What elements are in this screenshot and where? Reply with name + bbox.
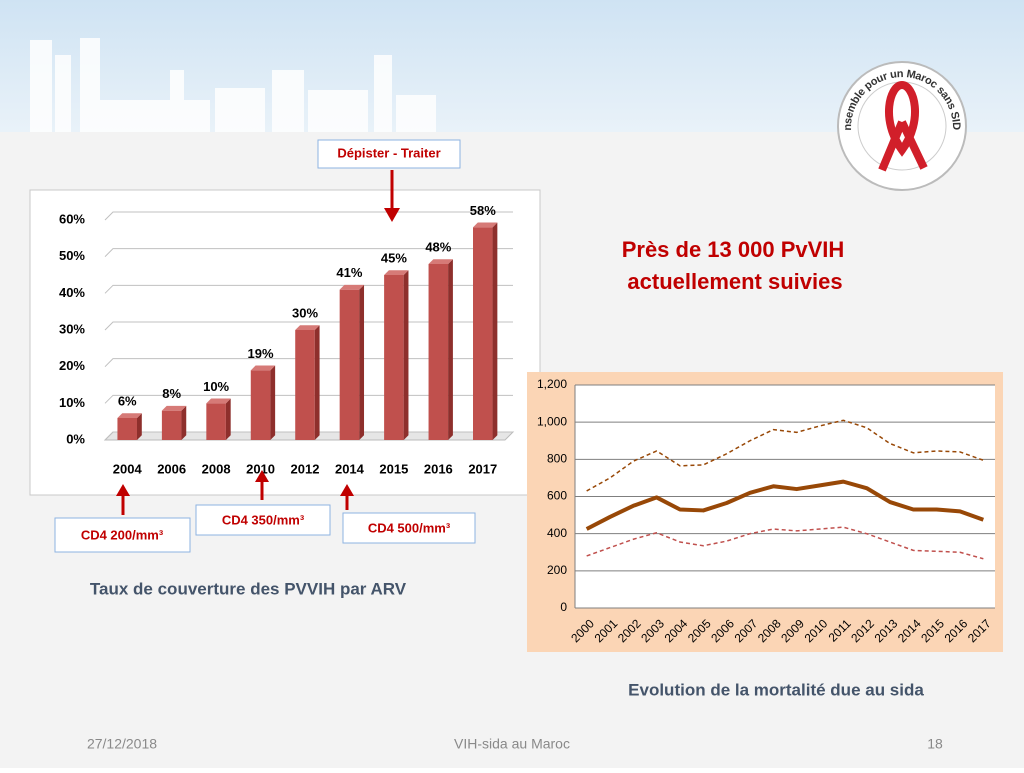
bar-side: [314, 325, 320, 440]
bar: [339, 289, 360, 440]
data-label: 41%: [336, 265, 362, 280]
y-tick-label: 800: [547, 452, 567, 466]
grid-line: [104, 211, 513, 221]
grid-line: [104, 358, 513, 368]
y-tick-label: 400: [547, 526, 567, 540]
grid-line: [104, 431, 513, 441]
y-tick-label: 600: [547, 489, 567, 503]
y-tick-label: 20%: [59, 358, 85, 373]
bar-top: [473, 222, 498, 228]
bar: [117, 418, 137, 440]
bar-top: [250, 365, 276, 371]
y-tick-label: 1,000: [537, 414, 567, 428]
y-tick-label: 40%: [59, 285, 85, 300]
data-label: 6%: [118, 393, 137, 408]
bar: [161, 410, 182, 440]
data-label: 45%: [381, 250, 407, 265]
bar: [250, 370, 271, 440]
x-tick-label: 2015: [379, 461, 408, 476]
bar-side: [137, 413, 142, 440]
bar-chart-frame: [29, 189, 541, 496]
y-tick-label: 30%: [59, 321, 85, 336]
y-tick-label: 60%: [59, 211, 85, 226]
arrows: [116, 170, 400, 515]
footer-title: VIH-sida au Maroc: [454, 736, 570, 752]
data-label: 30%: [292, 305, 318, 320]
annotation-box: [317, 139, 461, 169]
annotation-box: [195, 504, 331, 536]
annotation: Dépister - Traiter: [337, 145, 440, 160]
footer-page: 18: [927, 736, 943, 752]
bar: [384, 275, 404, 440]
y-tick-label: 50%: [59, 248, 85, 263]
y-tick-label: 1,200: [537, 377, 567, 391]
footer-date: 27/12/2018: [87, 736, 157, 752]
x-tick-label: 2008: [202, 461, 231, 476]
bar-chart: 0% 10% 20% 30% 40% 50% 60% 6% 2004 8% 2006 10% 2008 1…: [59, 203, 515, 476]
bar-top: [295, 325, 320, 330]
x-tick-label: 2016: [424, 461, 453, 476]
bar: [428, 264, 449, 440]
x-tick-label: 2006: [157, 461, 186, 476]
series-line: [586, 526, 984, 560]
bar-side: [403, 270, 409, 440]
bar-side: [225, 398, 231, 440]
city-silhouette: [30, 38, 436, 132]
x-tick-label: 2004: [113, 461, 143, 476]
bar: [295, 330, 315, 440]
bar-side: [359, 284, 365, 440]
y-tick-label: 0%: [66, 431, 85, 446]
bar-top: [161, 405, 187, 411]
bar-side: [492, 222, 498, 440]
data-label: 58%: [470, 203, 496, 218]
series-line: [585, 479, 985, 531]
bar-side: [181, 405, 187, 440]
annotation-box: [54, 517, 191, 553]
bar-side: [448, 259, 453, 440]
chart-caption: Taux de couverture des PVVIH par ARV: [90, 579, 407, 598]
y-tick-label: 10%: [59, 395, 85, 410]
bar: [206, 403, 226, 440]
bar: [473, 227, 493, 440]
data-label: 19%: [248, 346, 274, 361]
bar-top: [384, 270, 409, 275]
headline: Près de 13 000 PvVIH: [622, 237, 845, 262]
data-label: 8%: [162, 386, 181, 401]
x-tick-label: 2014: [335, 461, 365, 476]
grid-line: [104, 248, 513, 258]
x-tick-label: 2012: [291, 461, 320, 476]
bar-side: [270, 365, 276, 440]
grid-line: [104, 394, 513, 404]
y-tick-label: 200: [547, 563, 567, 577]
headline: actuellement suivies: [627, 269, 842, 294]
chart-caption: Evolution de la mortalité due au sida: [628, 680, 924, 699]
bar-top: [117, 413, 142, 418]
bar-top: [206, 398, 231, 404]
x-tick-label: 2017: [468, 461, 497, 476]
data-label: 48%: [425, 239, 451, 254]
annotation: CD4 200/mm³: [81, 527, 164, 542]
data-label: 10%: [203, 379, 229, 394]
bar-top: [339, 284, 365, 290]
bar-top: [428, 259, 453, 264]
annotation: CD4 350/mm³: [222, 512, 305, 527]
grid-line: [104, 321, 513, 331]
grid-line: [104, 284, 513, 294]
annotation: CD4 500/mm³: [368, 520, 451, 535]
y-tick-label: 0: [560, 600, 567, 614]
x-tick-label: 2010: [246, 461, 275, 476]
annotation-box: [342, 512, 476, 544]
